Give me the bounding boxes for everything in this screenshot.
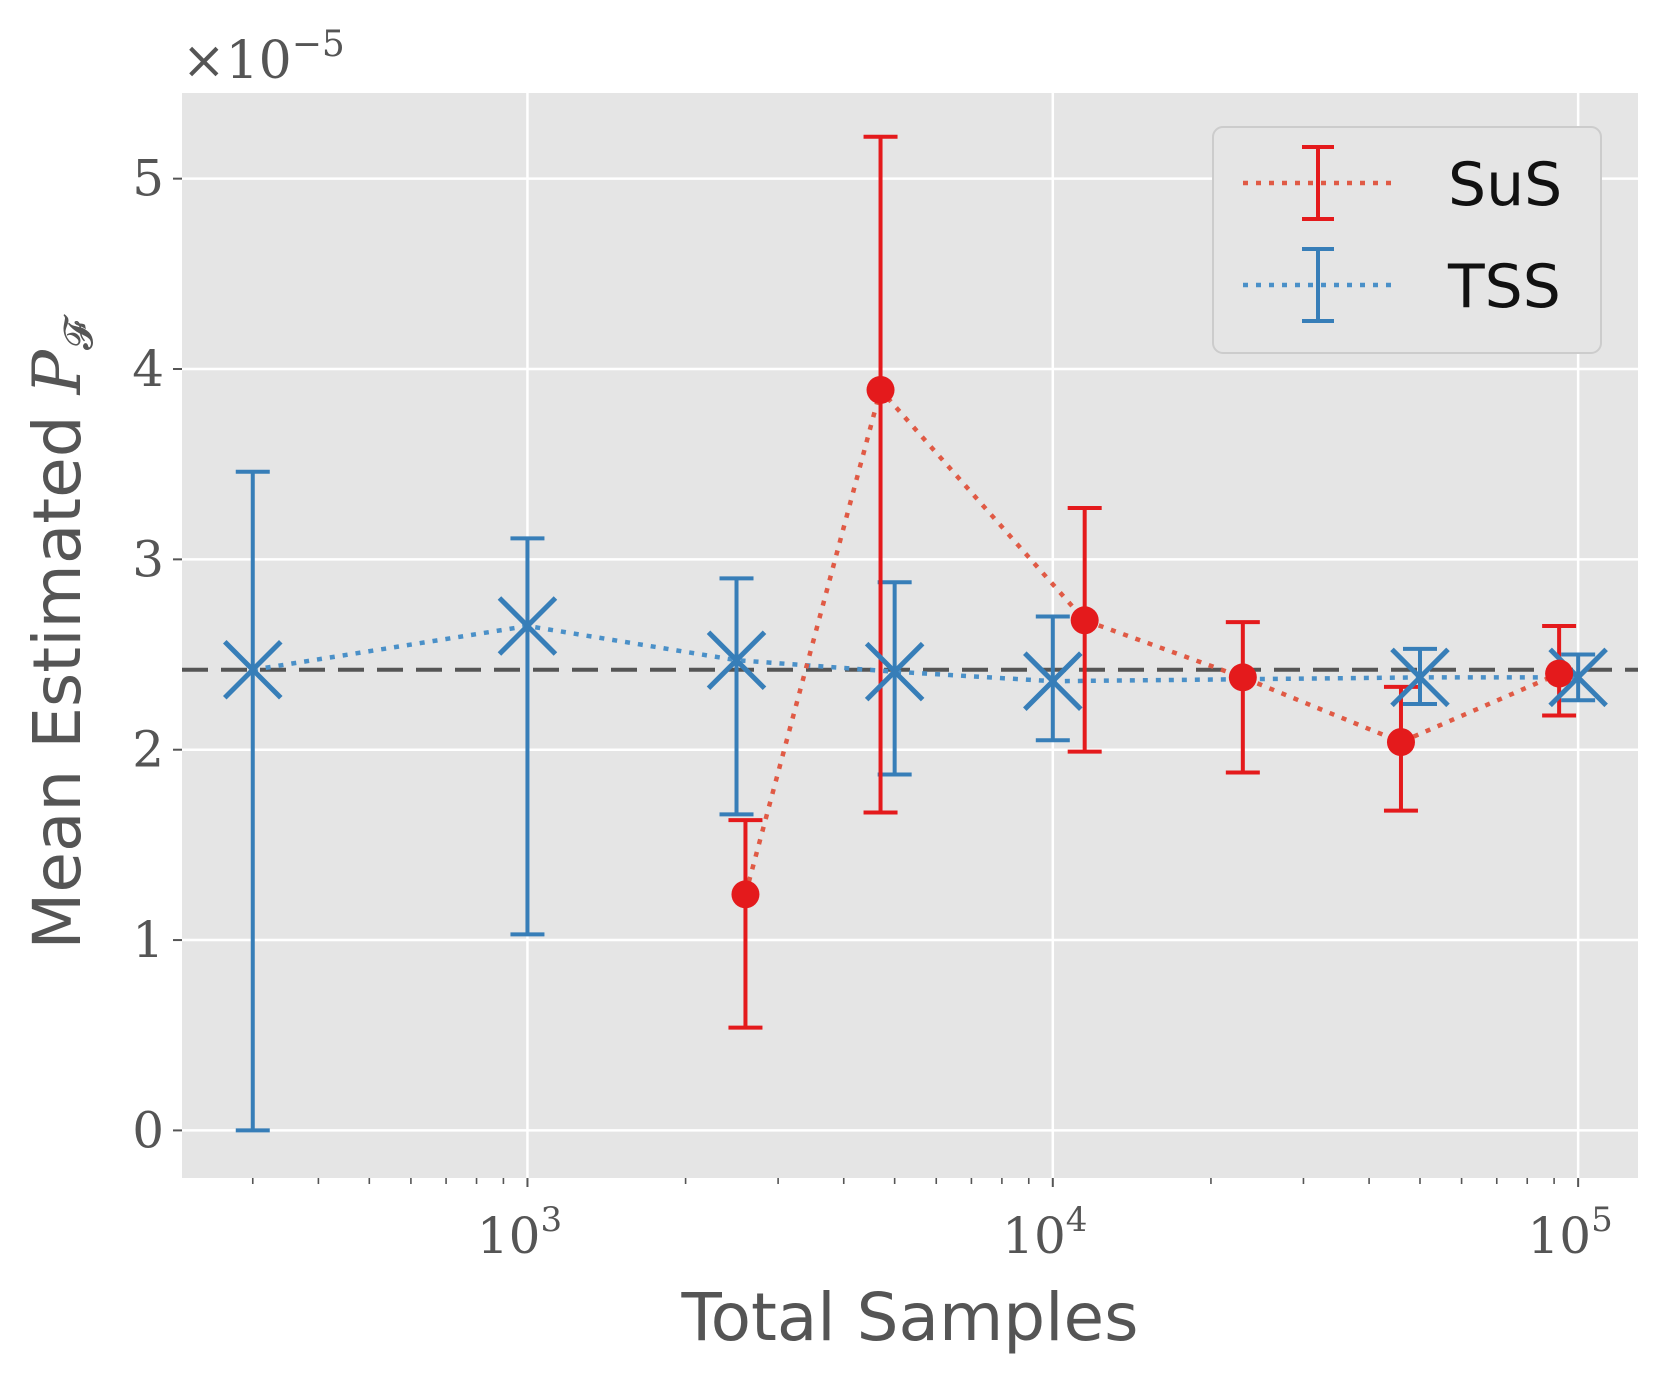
error-bars — [235, 134, 1596, 1133]
x-tick-label: 105 — [1528, 1200, 1613, 1265]
x-tick-label: 103 — [477, 1200, 562, 1265]
sus-point — [866, 375, 895, 404]
tss-errorbar — [877, 580, 912, 777]
y-tick-label: 5 — [132, 150, 164, 208]
multiplier-label: ×10−5 — [182, 24, 345, 91]
sus-point — [731, 880, 760, 909]
sus-errorbar — [728, 818, 763, 1030]
y-tick-label: 4 — [132, 340, 164, 398]
y-tick-label: 0 — [132, 1101, 164, 1159]
legend-label-tss: TSS — [1447, 252, 1561, 322]
legend-label-sus: SuS — [1448, 150, 1562, 220]
sus-point — [1545, 659, 1574, 688]
tss-errorbar — [719, 576, 754, 817]
tss-point — [1548, 647, 1608, 708]
sus-point — [1386, 728, 1415, 757]
y-tick-label: 1 — [132, 911, 164, 969]
markers — [222, 375, 1608, 909]
legend-item-sus: SuS — [1243, 145, 1562, 221]
tss-errorbar — [510, 536, 545, 937]
legend: SuS TSS — [1212, 126, 1602, 354]
sus-errorbar — [863, 134, 898, 815]
sus-point — [1070, 606, 1099, 635]
x-tick-label: 104 — [1002, 1200, 1087, 1265]
y-tick-label: 3 — [132, 530, 164, 588]
y-axis-title: Mean Estimated P𝓕 — [19, 314, 102, 950]
tss-point — [222, 639, 283, 700]
y-tick-label: 2 — [132, 721, 164, 779]
tss-point — [864, 641, 925, 702]
sus-series-line — [743, 385, 1560, 895]
sus-errorbar — [1225, 620, 1260, 775]
legend-item-tss: TSS — [1243, 247, 1561, 323]
x-axis-title: Total Samples — [681, 1279, 1139, 1356]
tss-point — [1023, 651, 1083, 711]
tss-point — [497, 596, 558, 656]
sus-point — [1228, 663, 1257, 692]
tss-point — [1390, 647, 1450, 708]
tss-point — [706, 630, 767, 691]
axis-ticks: 0 1 2 3 4 5 103 104 105 — [132, 150, 1613, 1265]
tss-errorbar — [235, 469, 270, 1133]
